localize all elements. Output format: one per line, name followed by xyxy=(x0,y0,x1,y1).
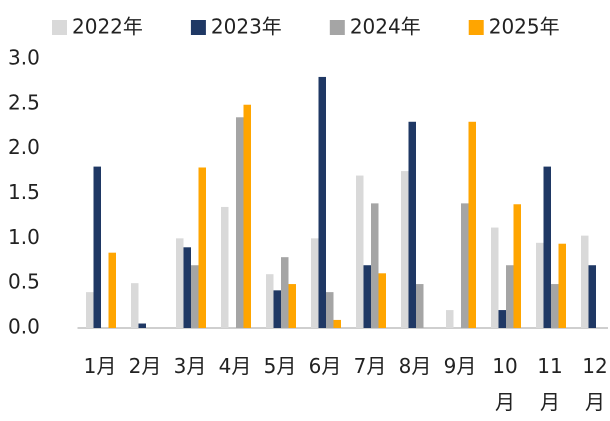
bar xyxy=(536,242,544,328)
x-tick-label: 3月 xyxy=(173,354,207,378)
y-tick-label: 2.0 xyxy=(8,135,40,159)
legend-swatch xyxy=(329,20,345,35)
y-tick-label: 1.0 xyxy=(8,225,40,249)
bar xyxy=(513,204,521,328)
legend-label: 2022年 xyxy=(72,15,143,39)
bar xyxy=(371,203,379,328)
bar xyxy=(416,284,424,328)
bar xyxy=(468,121,476,329)
bar xyxy=(461,203,469,328)
y-tick-label: 0.0 xyxy=(8,315,40,339)
bar xyxy=(176,238,184,328)
x-tick-label: 10月 xyxy=(492,354,518,414)
x-tick-label: 11月 xyxy=(537,354,563,414)
bar xyxy=(311,238,319,328)
bar xyxy=(266,274,274,328)
y-tick-label: 2.5 xyxy=(8,90,40,114)
bar xyxy=(506,265,514,328)
legend-label: 2023年 xyxy=(211,15,282,39)
x-tick-label: 9月 xyxy=(443,354,477,378)
x-tick-label: 2月 xyxy=(128,354,162,378)
x-tick-label: 12月 xyxy=(582,354,608,414)
bar xyxy=(221,206,229,328)
bar xyxy=(243,104,251,328)
x-tick-label: 7月 xyxy=(353,354,387,378)
legend-label: 2024年 xyxy=(350,15,421,39)
bar xyxy=(408,121,416,329)
bar xyxy=(93,166,101,328)
y-tick-label: 0.5 xyxy=(8,270,40,294)
bar xyxy=(326,292,334,328)
x-tick-label: 6月 xyxy=(308,354,342,378)
bar xyxy=(86,292,94,328)
bar xyxy=(318,76,326,328)
bar xyxy=(333,319,341,328)
bar xyxy=(236,117,244,329)
bar xyxy=(198,167,206,328)
bar xyxy=(588,265,596,328)
bar xyxy=(498,310,506,328)
legend-swatch xyxy=(190,20,206,35)
bar xyxy=(401,171,409,328)
bar xyxy=(551,284,559,328)
bar xyxy=(183,247,191,328)
bar xyxy=(288,284,296,328)
bar xyxy=(581,235,589,328)
bar xyxy=(131,283,139,328)
bar xyxy=(273,290,281,328)
x-tick-label: 8月 xyxy=(398,354,432,378)
bar xyxy=(363,265,371,328)
x-tick-label: 4月 xyxy=(218,354,252,378)
bar xyxy=(356,175,364,328)
bar xyxy=(543,166,551,328)
legend-swatch xyxy=(52,20,67,35)
legend-swatch xyxy=(468,20,484,35)
y-tick-label: 1.5 xyxy=(8,180,40,204)
bar xyxy=(378,273,386,328)
bar xyxy=(108,252,116,328)
bar xyxy=(446,310,454,328)
bar xyxy=(491,227,499,328)
x-tick-label: 5月 xyxy=(263,354,297,378)
x-tick-label: 1月 xyxy=(83,354,117,378)
bar xyxy=(191,265,199,328)
y-tick-label: 3.0 xyxy=(8,46,40,70)
bar xyxy=(138,323,146,328)
bar xyxy=(558,243,566,328)
legend-label: 2025年 xyxy=(489,15,560,39)
bar xyxy=(281,257,289,328)
